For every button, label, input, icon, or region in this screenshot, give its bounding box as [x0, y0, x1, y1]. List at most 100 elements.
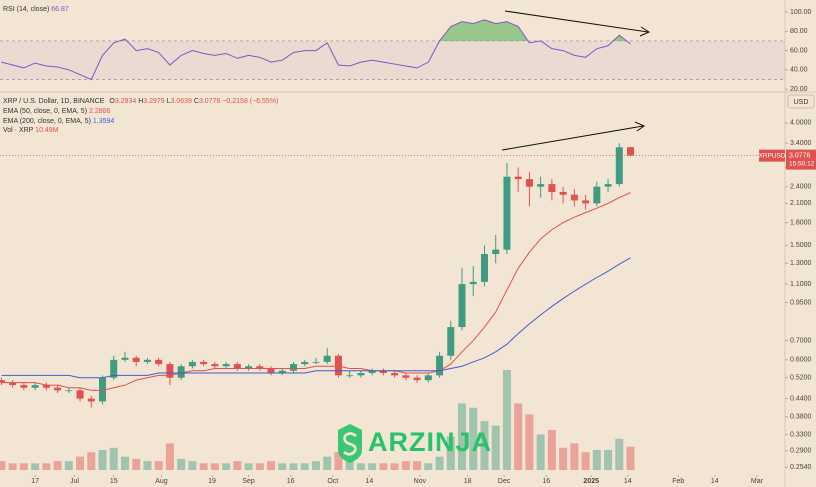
x-tick-label: Aug	[155, 478, 168, 485]
candle-body	[525, 179, 533, 187]
candle-body	[615, 147, 623, 185]
x-tick-label: 18	[464, 478, 472, 485]
rsi-tick-label: 40.00	[790, 67, 808, 74]
watermark: ARZINJA	[338, 424, 491, 463]
volume-bar	[76, 456, 85, 470]
volume-bar	[559, 447, 568, 470]
countdown-label: 15:50:12	[789, 160, 815, 167]
candle-body	[582, 200, 590, 204]
y-tick-label: 1.8000	[790, 219, 812, 226]
volume-bar	[199, 463, 208, 470]
x-tick-label: Feb	[672, 478, 684, 485]
indicator-last: 1.3594	[93, 118, 115, 125]
unit-box	[787, 94, 815, 109]
candle-body	[458, 284, 466, 328]
volume-bar	[480, 421, 489, 470]
volume-bar	[278, 463, 287, 470]
y-tick-label: 3.4000	[790, 140, 812, 147]
candle-body	[222, 364, 230, 367]
candle-body	[379, 370, 387, 374]
candle-body	[436, 355, 444, 376]
ema-line	[1, 257, 631, 379]
candle-body	[200, 361, 208, 365]
candle-body	[177, 366, 185, 378]
volume-bar	[570, 443, 579, 470]
price-pane	[0, 143, 785, 408]
volume-bar	[87, 452, 96, 470]
price-label: 3.0776	[789, 152, 811, 159]
y-tick-label: 0.3800	[790, 414, 812, 421]
volume-name: Vol · XRP	[3, 127, 34, 134]
volume-layer	[0, 370, 635, 470]
ohlc-label: L	[167, 98, 171, 105]
candle-body	[233, 364, 241, 369]
x-tick-label: 19	[208, 478, 216, 485]
candle-body	[245, 366, 253, 369]
y-tick-label: 1.5000	[790, 242, 812, 249]
ohlc-label: H	[138, 98, 143, 105]
candle-body	[278, 370, 286, 374]
trend-arrows	[501, 10, 651, 151]
price-box	[786, 149, 816, 170]
volume-bar	[446, 436, 455, 470]
candle-body	[447, 327, 455, 356]
candle-body	[548, 184, 556, 192]
candle-body	[469, 281, 477, 285]
rsi-trendline	[504, 10, 649, 33]
price-header: XRP / U.S. Dollar, 1D, BINANCE O3.2934 H…	[3, 98, 278, 105]
volume-bar	[222, 463, 231, 470]
candle-body	[537, 184, 545, 187]
y-tick-label: 0.3300	[790, 431, 812, 438]
indicator-last: 2.2886	[89, 108, 111, 115]
rsi-name: RSI (14, close)	[3, 6, 49, 13]
rsi-pane	[0, 19, 785, 81]
volume-legend: Vol · XRP 10.49M	[3, 127, 59, 134]
x-tick-label: 14	[624, 478, 632, 485]
candle-body	[334, 355, 342, 376]
candle-body	[480, 254, 488, 282]
candle-body	[54, 387, 62, 391]
volume-bar	[143, 461, 152, 470]
volume-bar	[64, 461, 73, 470]
volume-bar	[53, 461, 62, 470]
candle-body	[312, 361, 320, 363]
volume-bar	[592, 450, 601, 470]
candle-body	[256, 366, 264, 369]
rsi-band-fill	[0, 40, 785, 80]
candle-body	[121, 357, 129, 360]
ohlc-label: O	[109, 98, 115, 105]
candle-body	[323, 355, 331, 362]
volume-bar	[154, 461, 163, 470]
y-tick-label: 1.3000	[790, 260, 812, 267]
candle-body	[155, 359, 163, 365]
volume-bar	[177, 458, 186, 470]
volume-bar	[210, 463, 219, 470]
volume-bar	[311, 461, 320, 470]
candle-body	[503, 176, 511, 250]
x-tick-label: 2025	[583, 478, 599, 485]
volume-bar	[98, 450, 107, 470]
y-tick-label: 0.9500	[790, 299, 812, 306]
candle-body	[99, 377, 107, 402]
volume-bar	[379, 463, 388, 470]
candle-body	[211, 364, 219, 367]
candle-body	[0, 380, 5, 383]
candle-body	[593, 186, 601, 204]
volume-bar	[413, 461, 422, 470]
x-tick-label: Jul	[70, 478, 79, 485]
candle-body	[267, 368, 275, 374]
y-tick-label: 0.2900	[790, 448, 812, 455]
y-tick-label: 0.4400	[790, 395, 812, 402]
volume-bar	[581, 452, 590, 470]
volume-bar	[334, 452, 343, 470]
rsi-tick-label: 100.00	[790, 9, 812, 16]
volume-bar	[120, 456, 129, 470]
y-tick-label: 2.1000	[790, 200, 812, 207]
candle-body	[604, 184, 612, 187]
price-trendline	[501, 125, 644, 151]
x-tick-label: Sep	[242, 478, 255, 485]
y-tick-label: 0.7000	[790, 337, 812, 344]
